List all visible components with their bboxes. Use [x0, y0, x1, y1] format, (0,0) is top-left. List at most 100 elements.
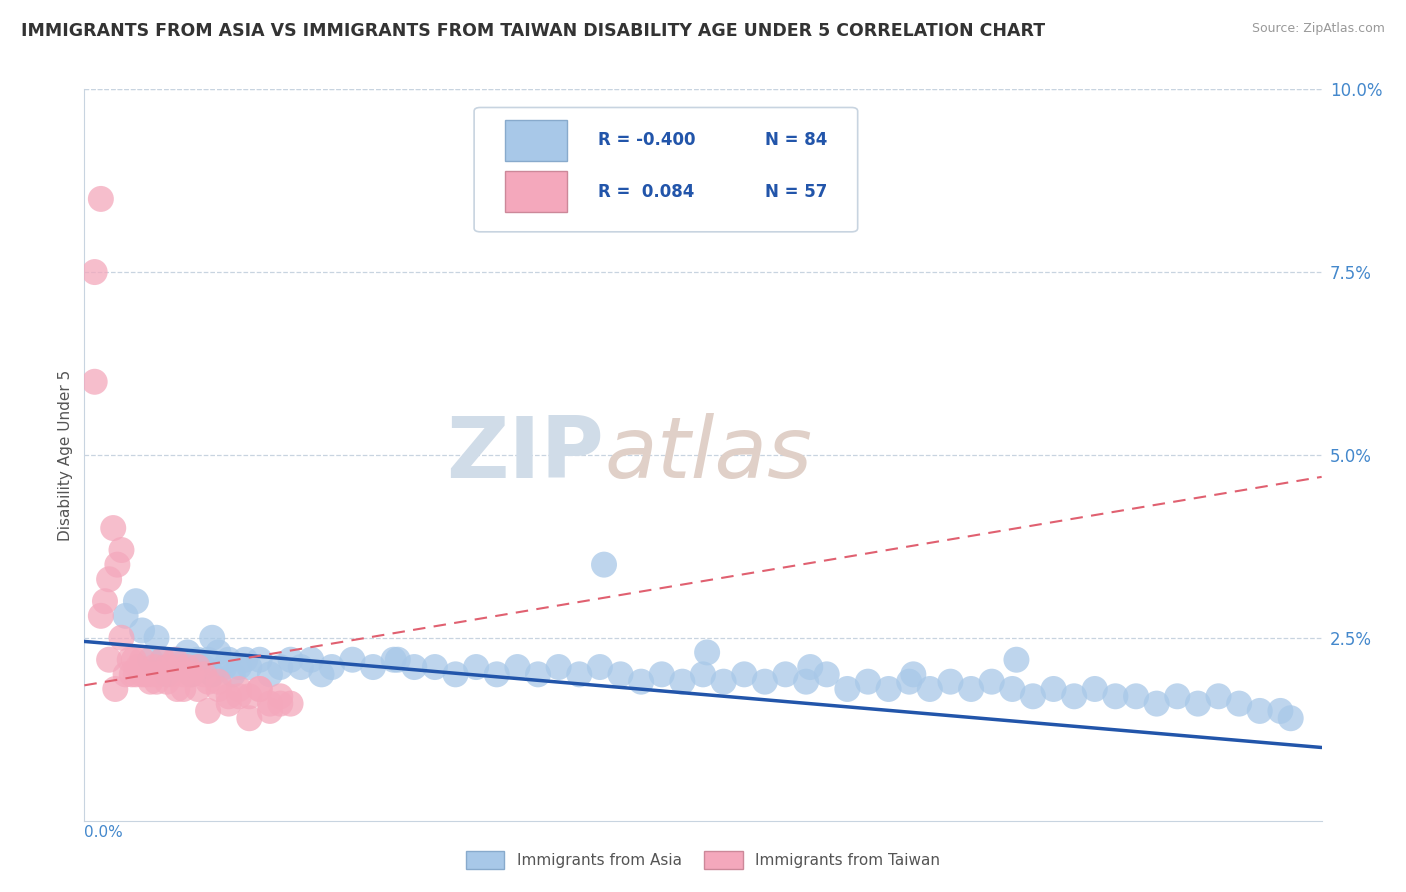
Point [1042, 681, 1064, 696]
Point [311, 667, 333, 681]
Point [259, 697, 281, 711]
Point [1249, 704, 1271, 718]
Point [1005, 653, 1028, 667]
Point [238, 690, 260, 704]
Point [630, 674, 652, 689]
Point [568, 667, 591, 681]
Point [110, 543, 132, 558]
Point [197, 674, 219, 689]
Point [218, 690, 240, 704]
Point [671, 674, 693, 689]
Point [139, 653, 162, 667]
Point [775, 667, 797, 681]
Text: Source: ZipAtlas.com: Source: ZipAtlas.com [1251, 22, 1385, 36]
Point [939, 674, 962, 689]
Point [118, 653, 141, 667]
Point [321, 660, 343, 674]
Point [160, 667, 183, 681]
Point [903, 667, 925, 681]
Point [152, 653, 174, 667]
Legend: Immigrants from Asia, Immigrants from Taiwan: Immigrants from Asia, Immigrants from Ta… [460, 846, 946, 875]
Point [794, 674, 817, 689]
Point [593, 558, 616, 572]
Text: atlas: atlas [605, 413, 813, 497]
Point [1146, 697, 1168, 711]
Point [122, 653, 145, 667]
Point [105, 558, 128, 572]
FancyBboxPatch shape [505, 120, 567, 161]
Point [193, 660, 215, 674]
Text: N = 57: N = 57 [765, 183, 827, 201]
Point [249, 681, 271, 696]
Point [1084, 681, 1107, 696]
Point [444, 667, 467, 681]
Text: 0.0%: 0.0% [84, 825, 124, 840]
Point [83, 375, 105, 389]
Point [218, 653, 240, 667]
Point [214, 660, 236, 674]
Point [172, 681, 194, 696]
Point [1270, 704, 1292, 718]
Point [1187, 697, 1209, 711]
Point [404, 660, 426, 674]
Point [141, 667, 163, 681]
Point [837, 681, 859, 696]
Point [222, 667, 245, 681]
Point [1022, 690, 1045, 704]
Point [280, 653, 302, 667]
Point [207, 681, 229, 696]
Point [201, 667, 224, 681]
Point [125, 667, 148, 681]
Point [197, 653, 219, 667]
Point [131, 653, 153, 667]
Point [110, 631, 132, 645]
Point [180, 667, 202, 681]
Point [465, 660, 488, 674]
Point [877, 681, 900, 696]
Text: N = 84: N = 84 [765, 131, 827, 149]
Point [148, 667, 170, 681]
Point [1279, 711, 1302, 725]
Point [156, 667, 179, 681]
Point [342, 653, 364, 667]
Point [90, 192, 112, 206]
Point [799, 660, 821, 674]
Point [114, 667, 136, 681]
FancyBboxPatch shape [505, 171, 567, 211]
Text: R =  0.084: R = 0.084 [598, 183, 695, 201]
Point [692, 667, 714, 681]
Point [233, 653, 256, 667]
Point [127, 660, 149, 674]
Point [238, 660, 260, 674]
Point [172, 660, 194, 674]
Point [165, 653, 187, 667]
Point [228, 660, 250, 674]
Point [135, 667, 157, 681]
Point [527, 667, 550, 681]
Point [280, 697, 302, 711]
Point [1208, 690, 1230, 704]
Point [228, 690, 250, 704]
Point [1125, 690, 1147, 704]
Point [269, 690, 291, 704]
Point [145, 674, 167, 689]
Point [382, 653, 405, 667]
Point [259, 704, 281, 718]
Point [167, 660, 190, 674]
Point [423, 660, 446, 674]
Point [104, 681, 127, 696]
Point [103, 521, 125, 535]
Point [1227, 697, 1250, 711]
Point [228, 681, 250, 696]
Point [713, 674, 735, 689]
Point [269, 660, 291, 674]
Point [290, 660, 312, 674]
Point [387, 653, 409, 667]
Point [125, 594, 148, 608]
Point [547, 660, 569, 674]
Point [187, 681, 209, 696]
Point [259, 667, 281, 681]
Point [131, 624, 153, 638]
Point [90, 608, 112, 623]
FancyBboxPatch shape [474, 108, 858, 232]
